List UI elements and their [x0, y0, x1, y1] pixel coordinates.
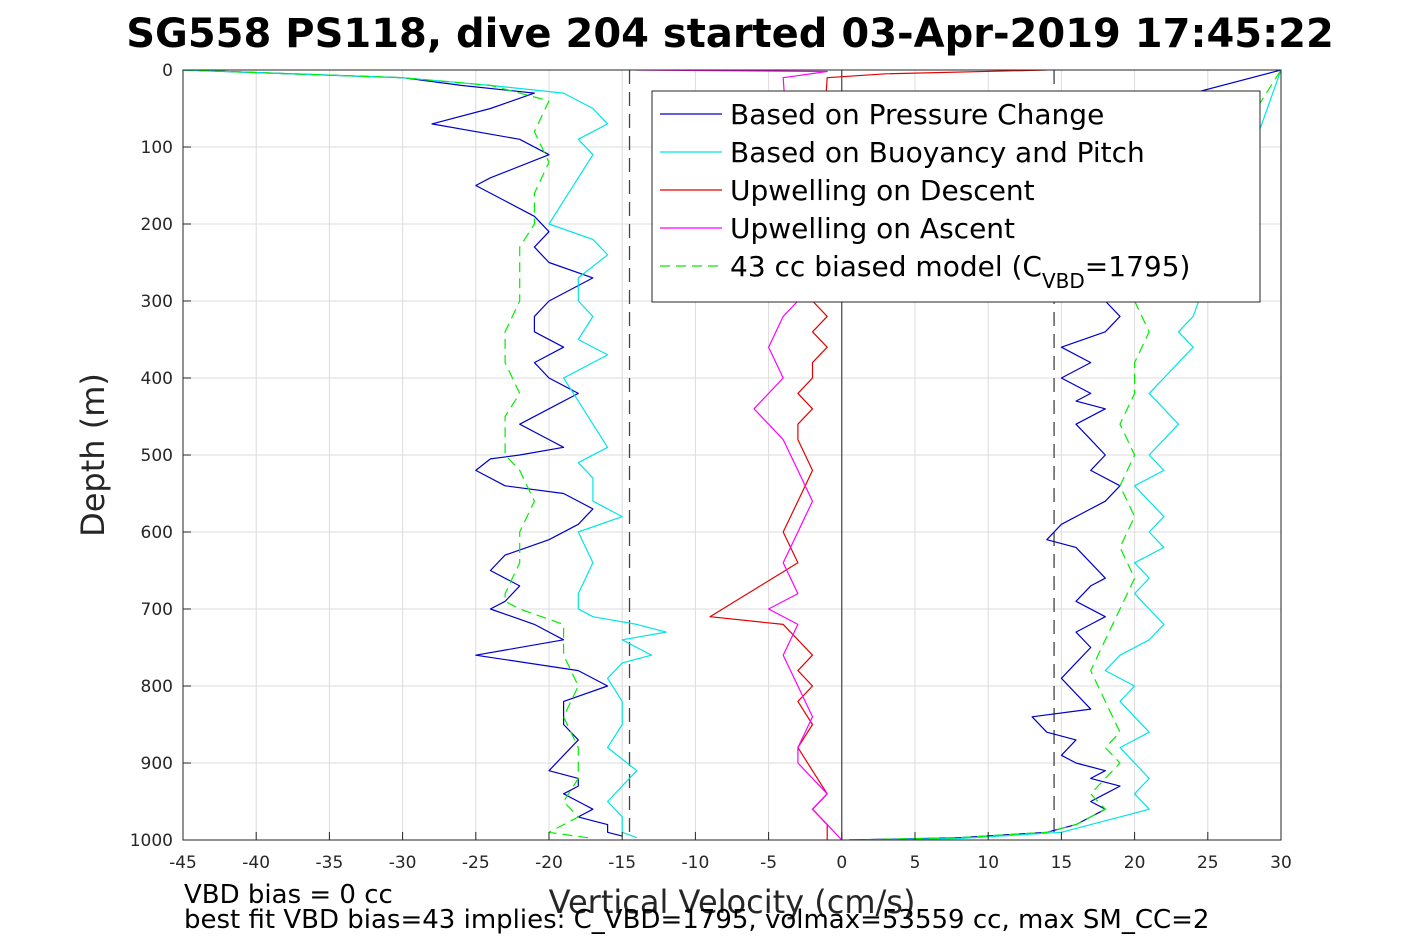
series-line-4-1: [849, 70, 1281, 840]
legend-entry-name: Upwelling on Descent: [730, 174, 1035, 207]
footer-vbd-bias: VBD bias = 0 cc: [184, 880, 393, 910]
x-tick-label: 15: [1051, 853, 1073, 873]
x-tick-label: -15: [608, 853, 636, 873]
chart-title: SG558 PS118, dive 204 started 03-Apr-201…: [126, 11, 1334, 57]
legend: Based on Pressure Change Based on Buoyanc…: [651, 90, 1261, 303]
series-line-0-0: [183, 70, 623, 837]
series-line-1-1: [849, 70, 1281, 840]
y-tick-label: 400: [141, 369, 173, 389]
legend-entry-tail: =1795): [1085, 250, 1191, 283]
plot-area: [183, 70, 1281, 840]
y-tick-label: 800: [141, 677, 173, 697]
x-tick-label: -10: [682, 853, 710, 873]
x-tick-label: -45: [169, 853, 197, 873]
legend-entry: 43 cc biased model (CVBD=1795): [730, 250, 1190, 293]
x-tick-label: -40: [242, 853, 270, 873]
legend-box: [651, 90, 1261, 303]
series-line-0-1: [849, 70, 1281, 840]
y-tick-label: 300: [141, 292, 173, 312]
x-tick-label: 10: [977, 853, 999, 873]
y-tick-label: 500: [141, 446, 173, 466]
x-axis-label: Vertical Velocity (cm/s): [549, 883, 916, 921]
y-tick-label: 700: [141, 600, 173, 620]
legend-entry-name: Based on Pressure Change: [730, 98, 1104, 131]
legend-entry: Based on Pressure Change: [730, 98, 1104, 131]
legend-entry: Upwelling on Ascent: [730, 212, 1015, 245]
series-line-4-0: [183, 70, 593, 840]
y-tick-label: 0: [162, 61, 173, 81]
series-line-3-0: [636, 70, 843, 840]
footer-best-fit: best fit VBD bias=43 implies: C_VBD=1795…: [184, 905, 1209, 935]
legend-entry-name: 43 cc biased model (C: [730, 250, 1042, 283]
y-tick-label: 900: [141, 754, 173, 774]
x-tick-label: 0: [836, 853, 847, 873]
legend-entry-name: Upwelling on Ascent: [730, 212, 1015, 245]
y-axis-ticks: 0 100 200 300 400 500 600 700 800 900 1000: [130, 61, 191, 851]
y-axis-label: Depth (m): [74, 373, 112, 537]
y-tick-label: 100: [141, 138, 173, 158]
x-tick-label: -5: [760, 853, 777, 873]
legend-entry-subscript: VBD: [1042, 269, 1085, 293]
x-tick-label: 30: [1270, 853, 1292, 873]
legend-entry: Based on Buoyancy and Pitch: [730, 136, 1145, 169]
legend-entry: Upwelling on Descent: [730, 174, 1035, 207]
y-tick-label: 200: [141, 215, 173, 235]
y-tick-label: 600: [141, 523, 173, 543]
x-axis-ticks: -45 -40 -35 -30 -25 -20 -15 -10 -5 0 5 10 15 20 25 30: [169, 832, 1292, 873]
x-tick-label: 5: [910, 853, 921, 873]
legend-entry-name: Based on Buoyancy and Pitch: [730, 136, 1145, 169]
x-tick-label: 20: [1124, 853, 1146, 873]
x-tick-label: -30: [389, 853, 417, 873]
x-tick-label: -35: [316, 853, 344, 873]
x-tick-label: -20: [535, 853, 563, 873]
series-line-1-0: [183, 70, 667, 839]
y-tick-label: 1000: [130, 831, 173, 851]
x-tick-label: -25: [462, 853, 490, 873]
series-layer: [183, 70, 1281, 840]
x-tick-label: 25: [1197, 853, 1219, 873]
